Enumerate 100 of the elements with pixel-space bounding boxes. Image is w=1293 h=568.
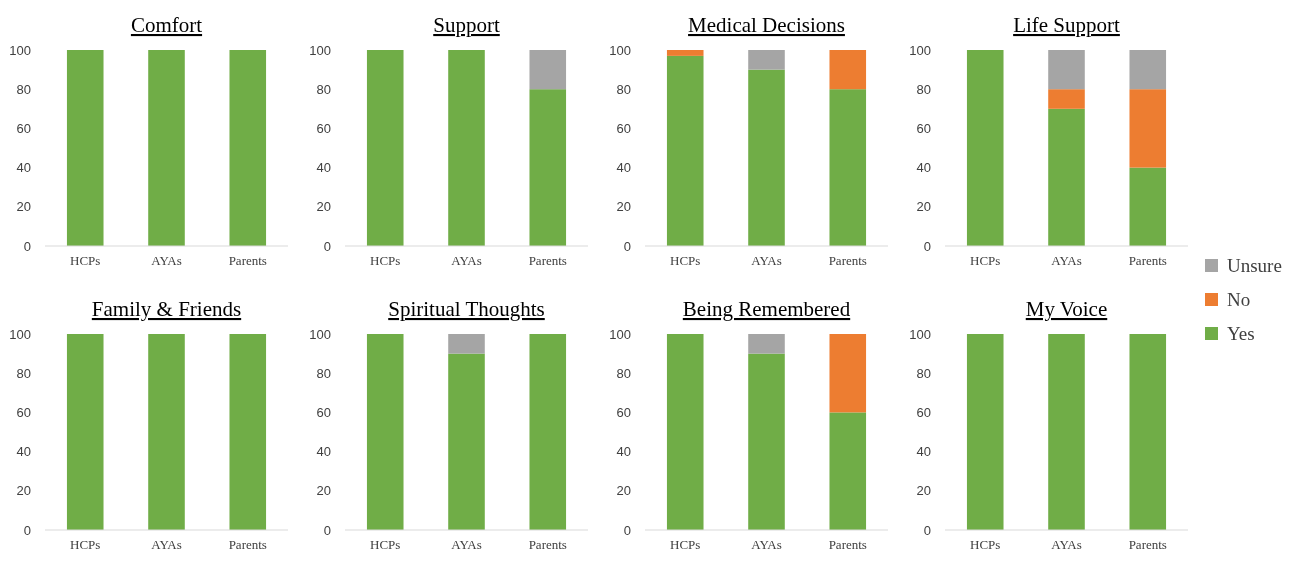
y-tick-label: 20 [916, 199, 931, 215]
y-tick-label: 20 [16, 483, 31, 499]
y-tick-label: 0 [623, 522, 631, 538]
y-tick-label: 20 [316, 199, 331, 215]
y-tick-label: 60 [16, 120, 31, 136]
x-tick-label: HCPs [370, 537, 401, 552]
bar [1048, 89, 1085, 109]
x-tick-label: HCPs [370, 253, 401, 268]
x-tick-label: AYAs [451, 253, 482, 268]
bar [1129, 50, 1167, 90]
y-tick-label: 60 [16, 404, 31, 420]
y-tick-label: 20 [16, 199, 31, 215]
legend-label: Yes [1227, 322, 1255, 344]
y-tick-label: 100 [909, 42, 931, 58]
x-tick-label: HCPs [970, 537, 1001, 552]
x-tick-label: AYAs [1051, 253, 1082, 268]
y-tick-label: 60 [316, 120, 331, 136]
y-tick-label: 0 [23, 522, 31, 538]
y-tick-label: 100 [309, 42, 331, 58]
chart-title: Medical Decisions [688, 13, 845, 37]
y-tick-label: 40 [616, 444, 631, 460]
y-tick-label: 80 [916, 365, 931, 381]
bar [666, 50, 704, 56]
bar [666, 55, 704, 246]
y-tick-label: 60 [616, 404, 631, 420]
y-tick-label: 20 [316, 483, 331, 499]
x-tick-label: Parents [828, 253, 867, 268]
x-tick-label: Parents [228, 537, 267, 552]
y-tick-label: 60 [316, 404, 331, 420]
x-tick-label: HCPs [670, 253, 701, 268]
x-tick-label: Parents [228, 253, 267, 268]
bar [748, 50, 785, 70]
bar [829, 334, 867, 413]
y-tick-label: 80 [916, 81, 931, 97]
bar [829, 89, 867, 246]
bar [829, 412, 867, 530]
chart-title: My Voice [1025, 297, 1108, 321]
chart-title: Support [433, 13, 500, 37]
y-tick-label: 20 [616, 199, 631, 215]
bar [1129, 167, 1167, 246]
y-tick-label: 40 [916, 160, 931, 176]
y-tick-label: 40 [16, 160, 31, 176]
y-tick-label: 80 [616, 365, 631, 381]
y-tick-label: 40 [316, 444, 331, 460]
y-tick-label: 0 [323, 238, 331, 254]
y-tick-label: 0 [23, 238, 31, 254]
x-tick-label: HCPs [670, 537, 701, 552]
y-tick-label: 80 [616, 81, 631, 97]
bar [748, 69, 785, 246]
bar [966, 50, 1004, 246]
x-tick-label: AYAs [751, 253, 782, 268]
x-tick-label: Parents [828, 537, 867, 552]
x-tick-label: HCPs [70, 537, 101, 552]
bar [1048, 50, 1085, 90]
legend-label: No [1227, 288, 1251, 310]
x-tick-label: Parents [528, 253, 567, 268]
y-tick-label: 100 [309, 326, 331, 342]
chart-title: Family & Friends [91, 297, 242, 321]
x-tick-label: HCPs [970, 253, 1001, 268]
chart-title: Life Support [1013, 13, 1121, 37]
y-tick-label: 100 [9, 42, 31, 58]
y-tick-label: 40 [16, 444, 31, 460]
y-tick-label: 20 [916, 483, 931, 499]
x-tick-label: Parents [528, 537, 567, 552]
y-tick-label: 20 [616, 483, 631, 499]
y-tick-label: 0 [623, 238, 631, 254]
chart-title: Spiritual Thoughts [388, 297, 545, 321]
bar [829, 50, 867, 90]
y-tick-label: 100 [909, 326, 931, 342]
bar [748, 353, 785, 530]
y-tick-label: 60 [616, 120, 631, 136]
x-tick-label: HCPs [70, 253, 101, 268]
y-tick-label: 100 [609, 42, 631, 58]
y-tick-label: 80 [16, 365, 31, 381]
y-tick-label: 0 [323, 522, 331, 538]
y-tick-label: 40 [916, 444, 931, 460]
y-tick-label: 40 [616, 160, 631, 176]
y-tick-label: 0 [923, 238, 931, 254]
bar [1129, 89, 1167, 168]
x-tick-label: AYAs [751, 537, 782, 552]
y-tick-label: 40 [316, 160, 331, 176]
x-tick-label: AYAs [1051, 537, 1082, 552]
bar [666, 334, 704, 530]
legend-label: Unsure [1227, 254, 1282, 276]
x-tick-label: Parents [1128, 537, 1167, 552]
y-tick-label: 60 [916, 404, 931, 420]
x-tick-label: AYAs [151, 537, 182, 552]
y-tick-label: 100 [9, 326, 31, 342]
y-tick-label: 100 [609, 326, 631, 342]
bar [1048, 108, 1085, 246]
x-tick-label: AYAs [151, 253, 182, 268]
y-tick-label: 80 [316, 365, 331, 381]
y-tick-label: 0 [923, 522, 931, 538]
chart-title: Comfort [130, 13, 203, 37]
x-tick-label: AYAs [451, 537, 482, 552]
chart-title: Being Remembered [682, 297, 851, 321]
y-tick-label: 80 [16, 81, 31, 97]
y-tick-label: 80 [316, 81, 331, 97]
y-tick-label: 60 [916, 120, 931, 136]
bar [748, 334, 785, 354]
